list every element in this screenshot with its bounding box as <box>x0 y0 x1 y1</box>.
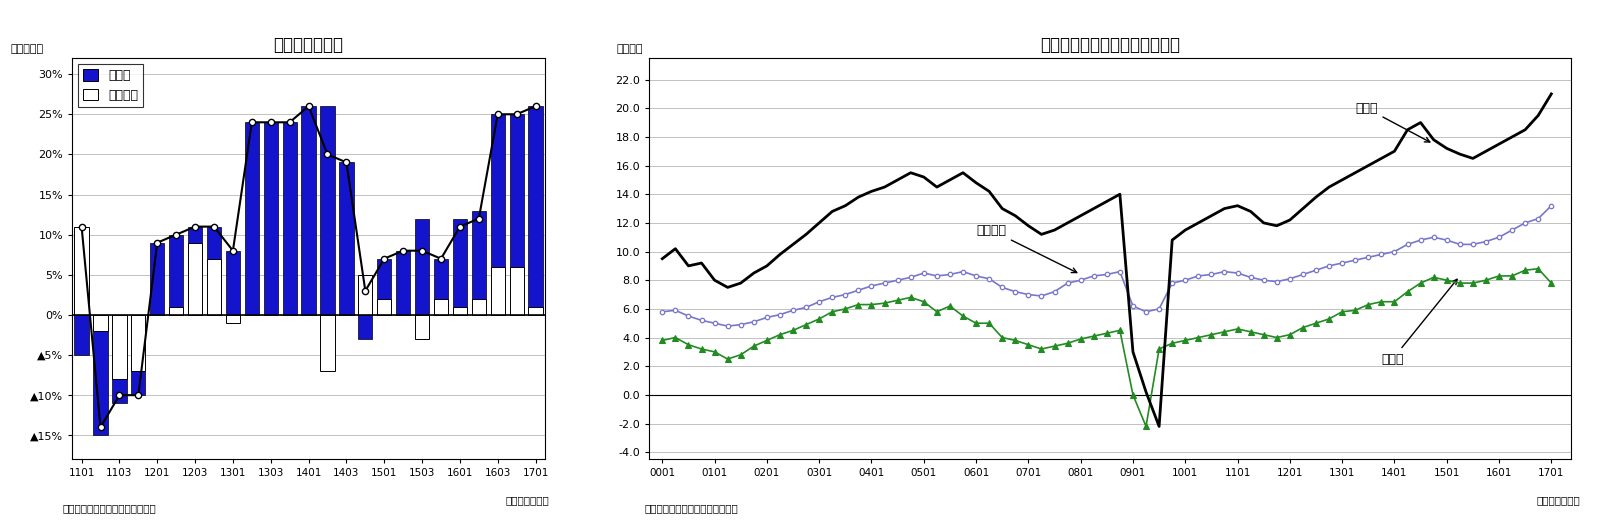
Bar <box>131 371 146 395</box>
Bar <box>168 234 183 307</box>
Bar <box>357 275 372 315</box>
Text: （資料）財務省「法人企業統計」: （資料）財務省「法人企業統計」 <box>644 504 739 514</box>
Bar <box>74 227 88 315</box>
Text: （前年比）: （前年比） <box>11 44 43 54</box>
Bar <box>207 259 221 315</box>
Bar <box>112 379 127 403</box>
Title: 経常利益（季節調整値）の推移: 経常利益（季節調整値）の推移 <box>1040 36 1180 54</box>
Bar <box>245 122 260 315</box>
Bar <box>529 307 543 315</box>
Bar <box>357 315 372 339</box>
Bar <box>226 251 240 315</box>
Bar <box>74 315 88 355</box>
Text: 全産業: 全産業 <box>1355 102 1430 142</box>
Text: （年・四半期）: （年・四半期） <box>1536 495 1581 505</box>
Bar <box>434 299 449 315</box>
Bar <box>151 243 165 315</box>
Bar <box>510 267 524 315</box>
Bar <box>93 331 107 435</box>
Bar <box>340 163 354 315</box>
Bar <box>282 122 297 315</box>
Bar <box>471 299 486 315</box>
Bar <box>207 227 221 259</box>
Text: 製造業: 製造業 <box>1382 279 1457 365</box>
Bar <box>396 251 410 315</box>
Text: （年・四半期）: （年・四半期） <box>507 495 550 505</box>
Bar <box>510 114 524 267</box>
Bar <box>529 106 543 307</box>
Text: 非製造業: 非製造業 <box>976 223 1077 272</box>
Bar <box>263 122 277 315</box>
Legend: 製造業, 非製造業: 製造業, 非製造業 <box>79 64 143 107</box>
Bar <box>168 307 183 315</box>
Bar <box>491 267 505 315</box>
Bar <box>301 106 316 315</box>
Text: （兆円）: （兆円） <box>617 44 643 54</box>
Bar <box>93 315 107 331</box>
Bar <box>415 219 430 315</box>
Bar <box>131 315 146 371</box>
Bar <box>377 299 391 315</box>
Text: （資料）財務省「法人企業統計」: （資料）財務省「法人企業統計」 <box>63 504 157 514</box>
Bar <box>434 259 449 299</box>
Title: 経常利益の推移: 経常利益の推移 <box>274 36 343 54</box>
Bar <box>226 315 240 323</box>
Bar <box>491 114 505 267</box>
Bar <box>321 315 335 371</box>
Bar <box>112 315 127 379</box>
Bar <box>188 243 202 315</box>
Bar <box>452 219 466 307</box>
Bar <box>471 211 486 299</box>
Bar <box>452 307 466 315</box>
Bar <box>415 315 430 339</box>
Bar <box>188 227 202 243</box>
Bar <box>377 259 391 299</box>
Bar <box>321 106 335 315</box>
